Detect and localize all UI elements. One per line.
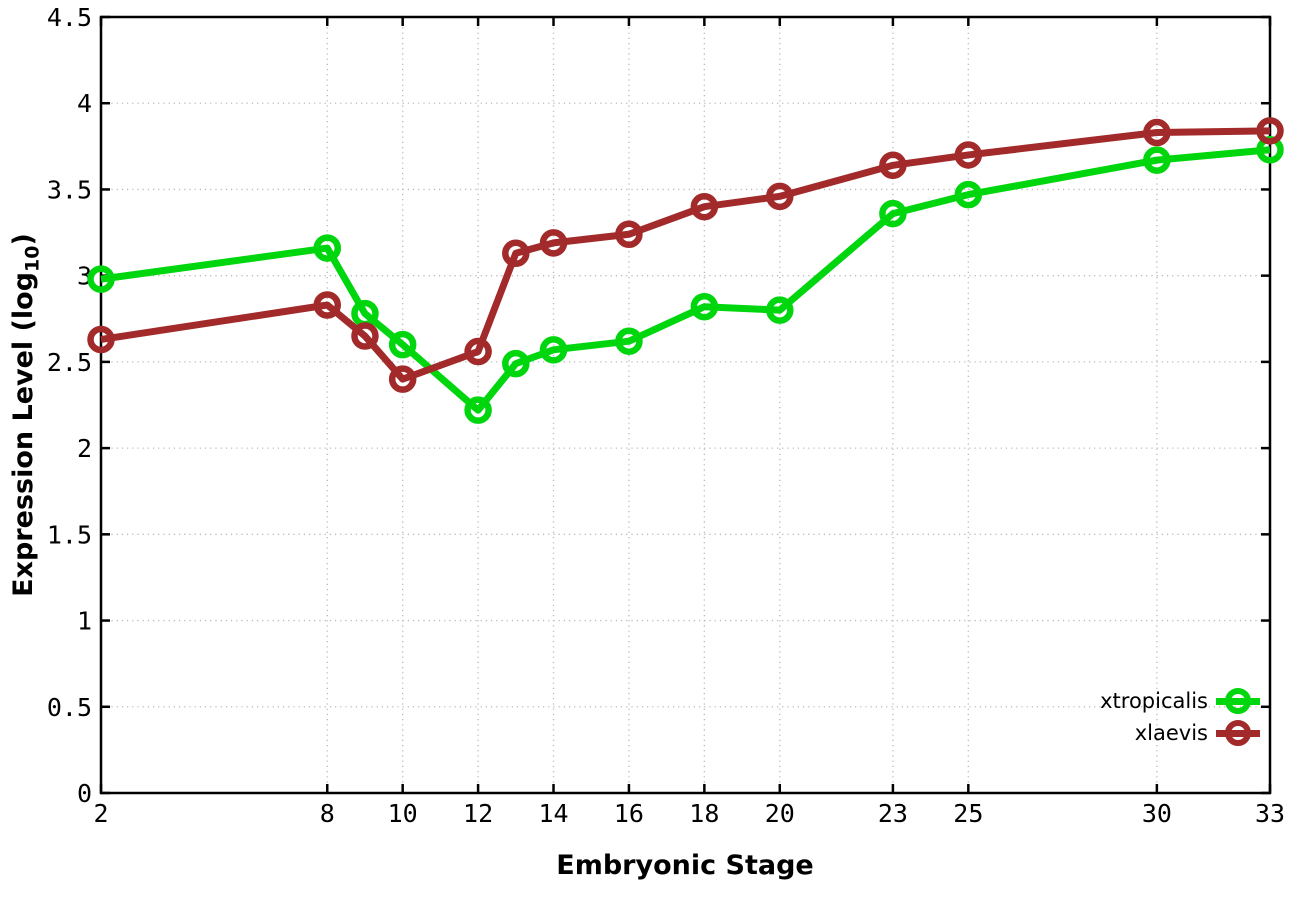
- data-point-xlaevis: [313, 291, 342, 319]
- data-point-xtropicalis: [879, 199, 907, 228]
- y-axis-title-text: Expression Level (log: [8, 271, 39, 597]
- y-tick-label: 0: [77, 779, 92, 808]
- data-point-xlaevis: [766, 182, 794, 211]
- legend-item-xtropicalis: xtropicalis: [1100, 685, 1260, 717]
- data-point-xtropicalis: [464, 396, 492, 424]
- x-tick-label: 12: [463, 799, 493, 828]
- x-tick-label: 25: [953, 799, 983, 828]
- data-point-xtropicalis: [766, 296, 794, 324]
- legend-sample-marker-xlaevis: [1216, 719, 1260, 747]
- legend-sample-marker-xtropicalis: [1216, 687, 1260, 715]
- data-point-xlaevis: [690, 192, 719, 221]
- x-axis-title: Embryonic Stage: [556, 850, 814, 881]
- data-point-xlaevis: [1256, 117, 1284, 145]
- legend-circle-marker-icon: [1224, 719, 1251, 746]
- data-point-xtropicalis: [954, 180, 983, 209]
- legend-circle-marker-icon: [1224, 687, 1251, 714]
- y-axis-title-subscript: 10: [21, 245, 44, 272]
- y-tick-label: 1.5: [47, 520, 92, 549]
- data-point-xlaevis: [502, 239, 530, 267]
- y-tick-label: 2: [77, 434, 92, 463]
- data-point-xlaevis: [1143, 118, 1171, 147]
- x-tick-label: 20: [765, 799, 795, 828]
- y-tick-label: 4.5: [47, 3, 92, 32]
- y-tick-label: 3.5: [47, 175, 92, 204]
- data-point-xtropicalis: [615, 327, 643, 355]
- data-point-xlaevis: [388, 365, 417, 393]
- y-tick-label: 1: [77, 607, 92, 636]
- legend-item-xlaevis: xlaevis: [1100, 717, 1260, 749]
- data-point-xtropicalis: [87, 265, 115, 293]
- x-tick-label: 23: [878, 799, 908, 828]
- data-point-xlaevis: [539, 229, 568, 257]
- x-tick-label: 18: [689, 799, 719, 828]
- y-tick-label: 2.5: [47, 348, 92, 377]
- data-point-xlaevis: [351, 322, 379, 350]
- data-point-xtropicalis: [1143, 146, 1171, 174]
- data-point-xtropicalis: [313, 234, 342, 262]
- legend-label: xtropicalis: [1100, 689, 1208, 713]
- data-point-xlaevis: [87, 325, 115, 354]
- data-point-xlaevis: [954, 141, 983, 169]
- x-tick-label: 8: [320, 799, 335, 828]
- y-axis-title-suffix: ): [8, 233, 39, 246]
- plot-border: [99, 15, 1272, 795]
- x-tick-label: 2: [93, 799, 108, 828]
- data-point-xlaevis: [615, 220, 643, 249]
- data-point-xtropicalis: [690, 292, 719, 321]
- y-axis-title: Expression Level (log10): [8, 135, 52, 695]
- x-tick-label: 10: [388, 799, 418, 828]
- x-tick-label: 14: [538, 799, 568, 828]
- data-point-xtropicalis: [539, 336, 568, 364]
- x-tick-label: 16: [614, 799, 644, 828]
- data-point-xlaevis: [879, 151, 907, 180]
- x-tick-label: 30: [1142, 799, 1172, 828]
- y-tick-label: 4: [77, 89, 92, 118]
- data-point-xtropicalis: [388, 330, 417, 359]
- legend: xtropicalis xlaevis: [1100, 685, 1260, 749]
- data-point-xtropicalis: [502, 349, 530, 378]
- y-tick-label: 0.5: [47, 693, 92, 722]
- data-point-xlaevis: [464, 337, 492, 366]
- x-tick-label: 33: [1255, 799, 1285, 828]
- legend-label: xlaevis: [1134, 721, 1208, 745]
